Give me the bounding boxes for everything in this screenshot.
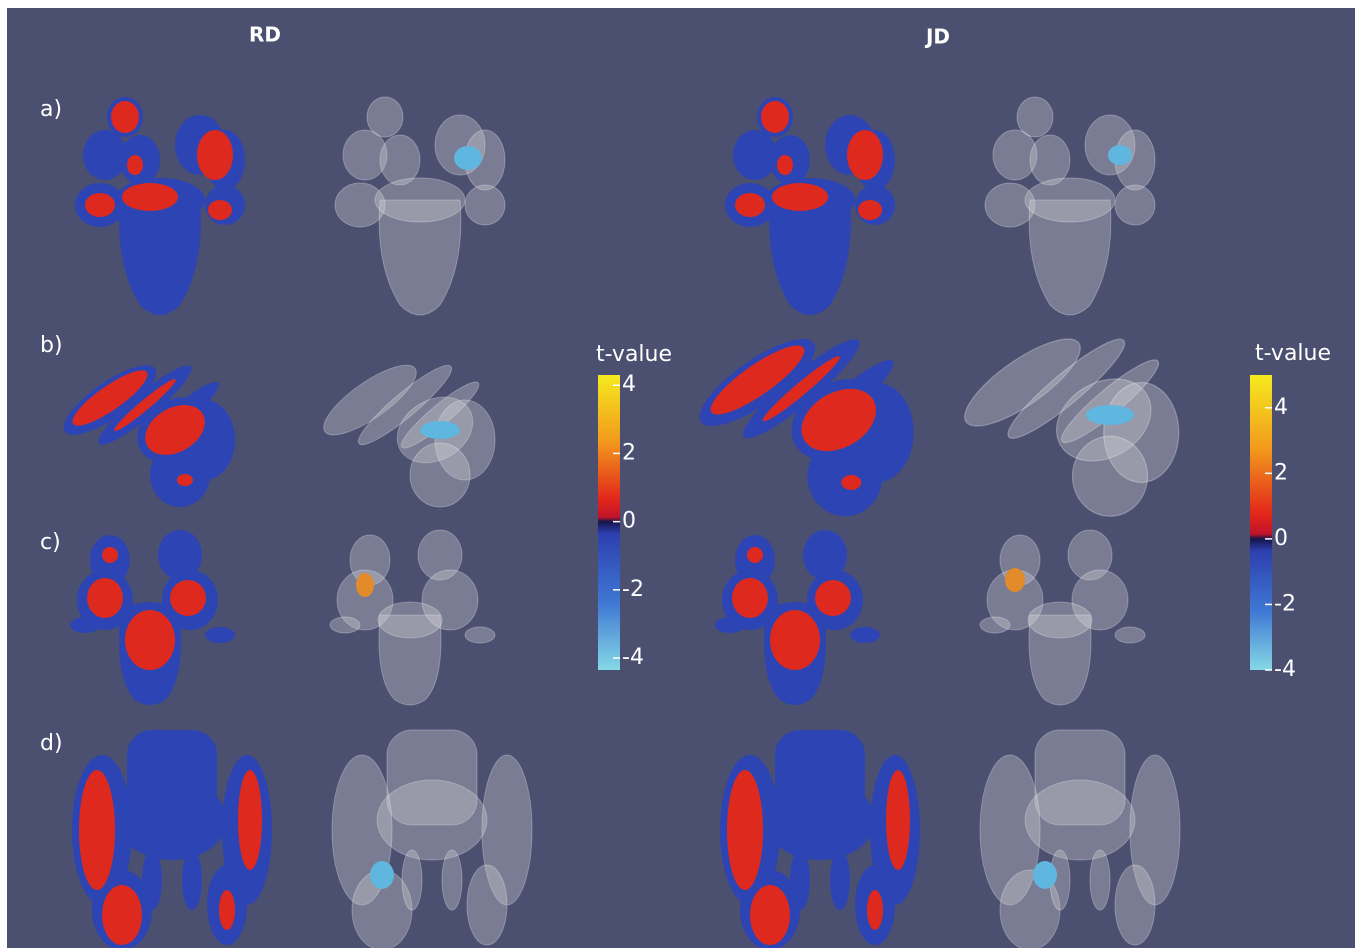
colorbar-tick-label: 0 [1274, 526, 1288, 551]
colorbar-tick-label: -4 [622, 645, 644, 670]
row-label: c) [40, 530, 61, 555]
colorbar-title: t-value [1255, 341, 1331, 366]
colorbar-tick-label: 2 [622, 440, 636, 465]
figure: RD JD a) b) c) d) t-value 4 2 0 -2 -4 t-value 4… [0, 0, 1355, 948]
render-significant [1108, 145, 1132, 165]
page: RD JD a) b) c) d) t-value 4 2 0 -2 -4 t-value 4… [0, 0, 1355, 948]
colorbar-tick-label: -2 [622, 577, 644, 602]
render-significant [370, 861, 394, 889]
render-significant [1005, 568, 1025, 592]
colorbar-tick-label: -4 [1274, 657, 1296, 682]
colorbar-tick-label: 4 [622, 372, 636, 397]
row-label: a) [40, 97, 62, 122]
colorbar [1250, 375, 1272, 670]
render-significant [356, 573, 374, 597]
colorbar-tick-label: 2 [1274, 460, 1288, 485]
render-significant [420, 421, 460, 439]
colorbar-tick-label: -2 [1274, 591, 1296, 616]
column-header: JD [924, 25, 950, 49]
render-significant [1086, 405, 1134, 425]
row-label: b) [40, 333, 63, 358]
render-significant [454, 146, 482, 170]
row-label: d) [40, 731, 63, 756]
render-significant [1033, 861, 1057, 889]
colorbar-tick-label: 0 [622, 509, 636, 534]
colorbar-title: t-value [596, 342, 672, 367]
colorbar [598, 375, 620, 670]
colorbar-tick-label: 4 [1274, 395, 1288, 420]
column-header: RD [249, 23, 281, 47]
